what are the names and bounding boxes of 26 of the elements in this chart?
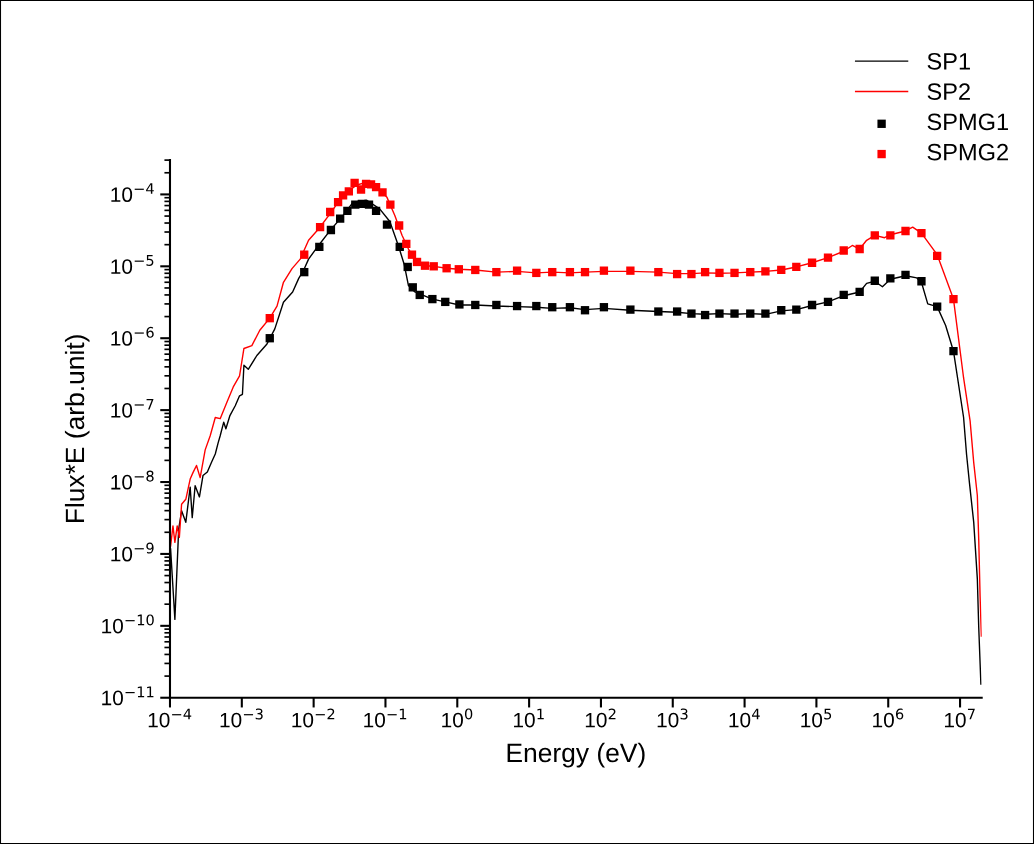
legend-label: SP1 (927, 52, 970, 70)
y-tick-label: 10$^{−8}$ (111, 470, 154, 490)
y-tick-label: 10$^{−5}$ (111, 255, 154, 274)
y-tick-label: 10$^{−7}$ (111, 398, 154, 418)
x-tick-label: 10$^{4}$ (729, 708, 760, 728)
y-tick-label: 10$^{−10}$ (102, 614, 154, 634)
y-tick-label: 10$^{−11}$ (102, 686, 154, 706)
x-tick-label: 10$^{−1}$ (364, 708, 407, 728)
legend-label: SPMG1 (927, 113, 1008, 131)
y-tick-label: 10$^{−9}$ (111, 542, 154, 562)
x-tick-label: 10$^{5}$ (801, 708, 832, 728)
legend-label: SP2 (927, 83, 970, 100)
y-axis-title: Flux*E (arb.unit) (64, 335, 90, 523)
x-tick-label: 10$^{2}$ (585, 708, 616, 728)
x-tick-label: 10$^{1}$ (514, 708, 544, 728)
x-tick-label: 10$^{−3}$ (220, 708, 263, 728)
x-tick-label: 10$^{6}$ (873, 708, 904, 728)
x-tick-label: 10$^{0}$ (442, 708, 473, 728)
legend-label: SPMG2 (927, 143, 1008, 161)
x-tick-label: 10$^{−4}$ (148, 708, 192, 728)
x-tick-label: 10$^{7}$ (944, 708, 975, 728)
y-tick-label: 10$^{−6}$ (111, 326, 154, 346)
y-tick-label: 10$^{−4}$ (111, 183, 154, 203)
x-axis-title: Energy (eV) (507, 742, 645, 768)
x-tick-label: 10$^{3}$ (657, 708, 688, 728)
x-tick-label: 10$^{−2}$ (292, 708, 335, 728)
